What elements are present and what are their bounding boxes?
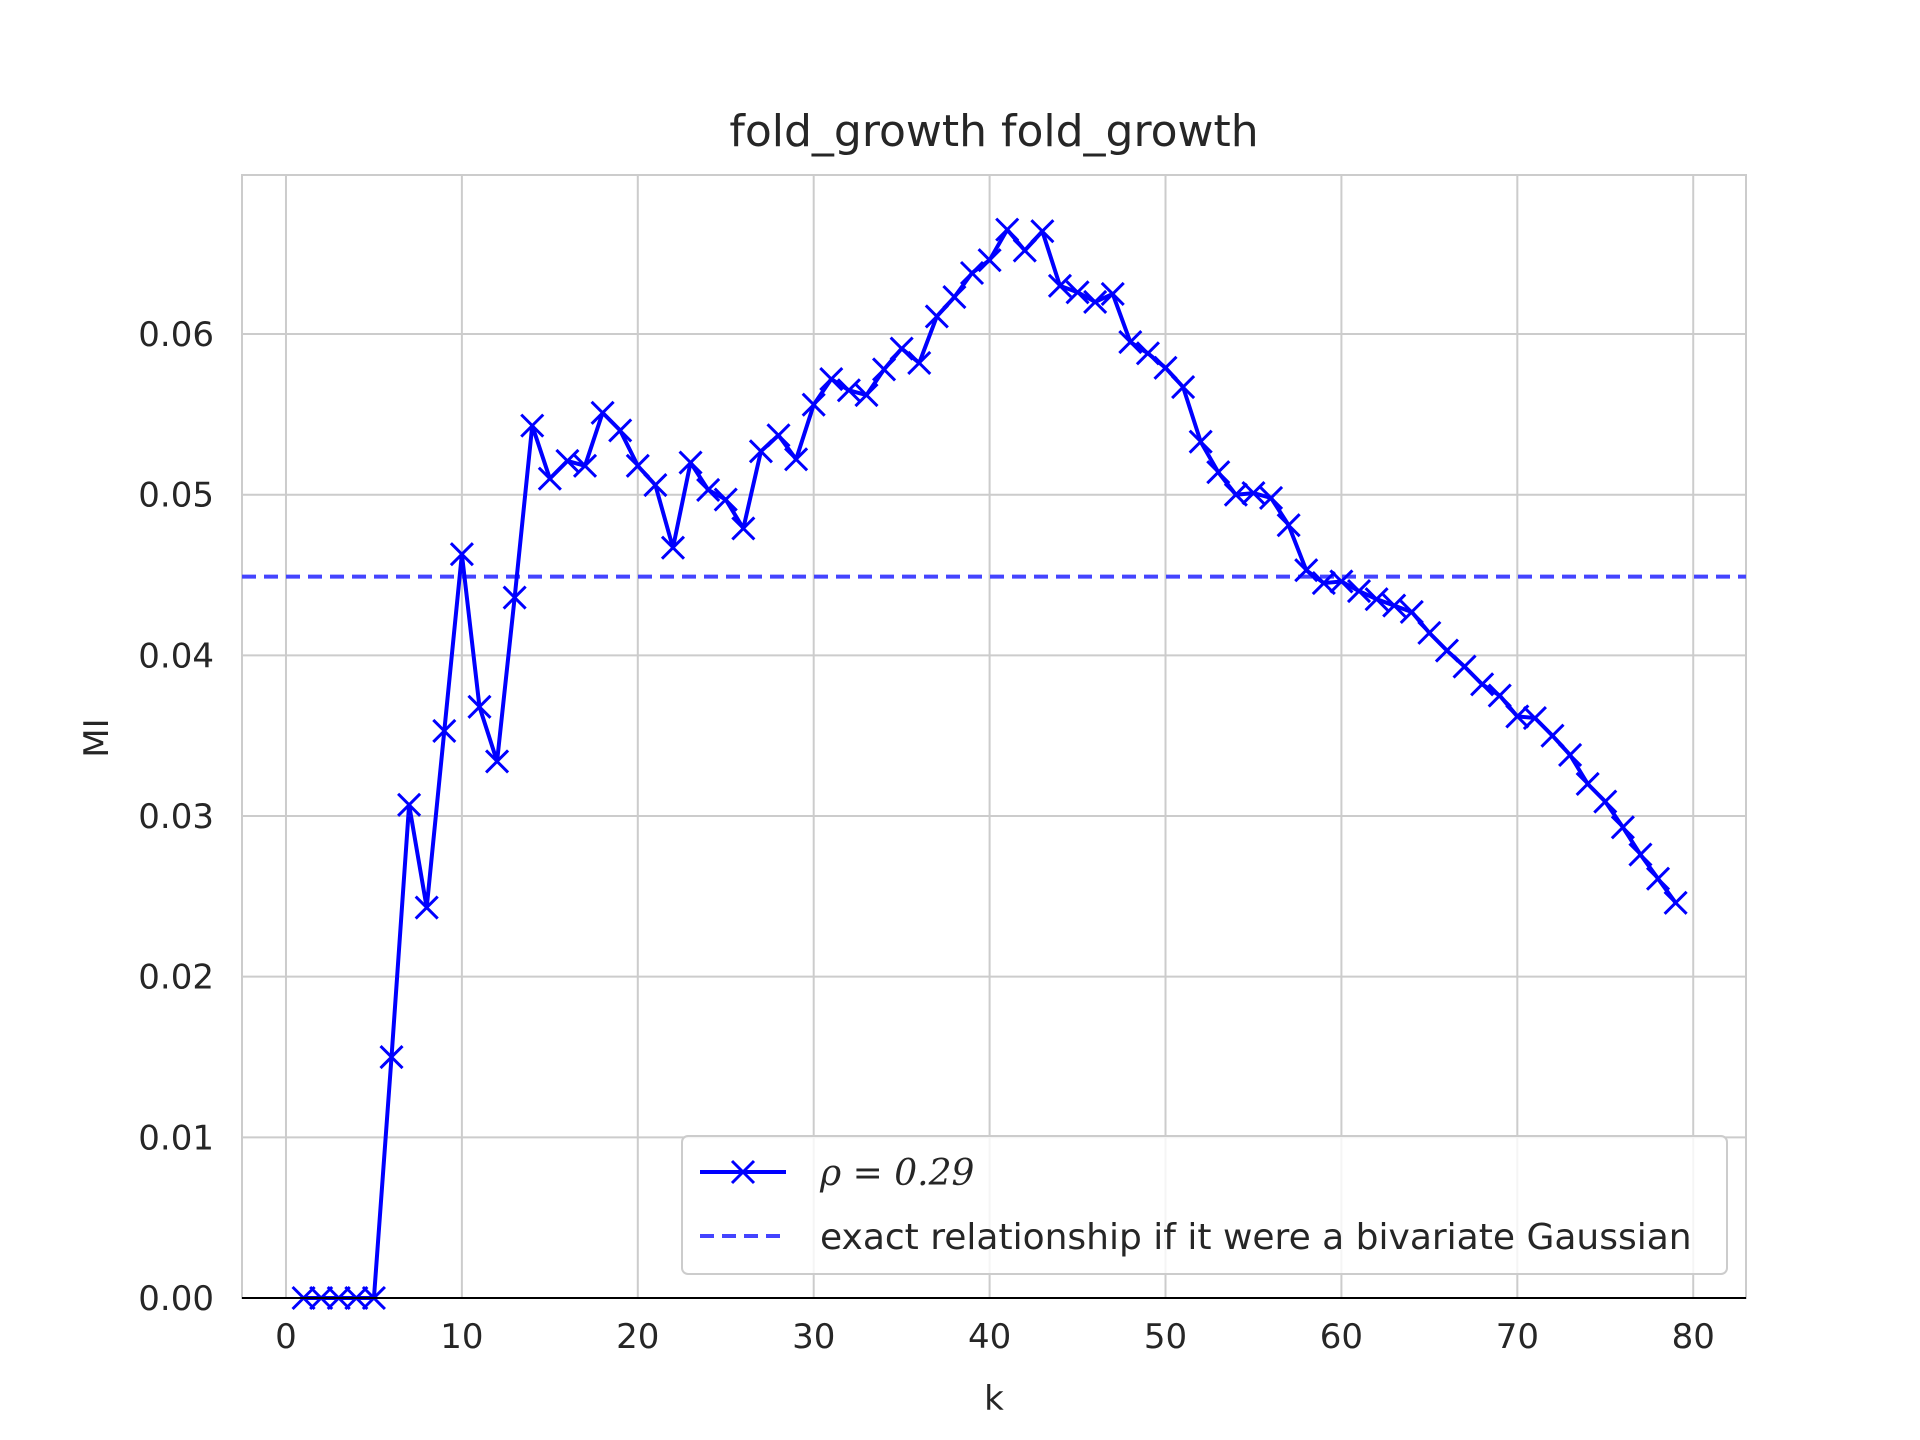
data-point-marker	[1153, 355, 1178, 380]
legend: ρ = 0.29 exact relationship if it were a…	[681, 1135, 1728, 1275]
data-point-marker	[1399, 599, 1424, 625]
data-point-marker	[942, 285, 967, 310]
data-point-marker	[1083, 289, 1108, 314]
data-point-marker	[889, 336, 914, 361]
data-point-marker	[625, 453, 650, 478]
data-point-marker	[713, 487, 738, 512]
data-point-marker	[520, 413, 545, 438]
x-tick-label: 70	[1496, 1317, 1539, 1357]
data-point-marker	[907, 350, 932, 376]
data-point-marker	[414, 895, 439, 920]
data-point-marker	[1628, 842, 1653, 867]
data-point-marker	[1540, 723, 1565, 748]
data-point-marker	[1329, 569, 1354, 594]
data-point-marker	[1030, 219, 1055, 244]
data-point-marker	[379, 1044, 404, 1070]
x-tick-label: 10	[440, 1317, 483, 1357]
chart-title: fold_growth fold_growth	[729, 106, 1258, 157]
data-point-marker	[696, 477, 721, 502]
y-tick-label: 0.03	[138, 797, 214, 837]
data-point-marker	[572, 453, 598, 478]
data-point-marker	[1663, 890, 1688, 915]
data-point-marker	[1206, 460, 1231, 485]
data-point-marker	[1294, 558, 1319, 583]
data-point-marker	[397, 792, 422, 817]
data-point-marker	[819, 366, 844, 392]
data-point-marker	[1346, 579, 1372, 604]
y-tick-label: 0.05	[138, 476, 214, 516]
x-tick-label: 50	[1144, 1317, 1187, 1357]
y-tick-label: 0.00	[138, 1279, 214, 1319]
x-tick-label: 0	[275, 1317, 297, 1357]
data-point-marker	[731, 516, 756, 541]
y-axis-label: MI	[77, 718, 117, 757]
data-point-marker	[1276, 513, 1301, 538]
data-point-marker	[502, 585, 527, 610]
data-point-marker	[432, 718, 457, 743]
data-point-marker	[977, 248, 1002, 273]
data-point-marker	[1258, 485, 1284, 510]
data-point-marker	[836, 378, 861, 403]
x-tick-label: 20	[616, 1317, 659, 1357]
x-tick-label: 40	[968, 1317, 1011, 1357]
data-point-marker	[801, 392, 826, 417]
plot-area	[241, 174, 1747, 1299]
data-point-marker	[608, 418, 633, 443]
data-point-marker	[467, 694, 492, 719]
data-point-marker	[1188, 429, 1213, 454]
data-point-marker	[1047, 273, 1073, 298]
y-tick-label: 0.04	[138, 636, 214, 676]
data-point-marker	[1118, 330, 1143, 355]
data-point-marker	[1645, 866, 1671, 891]
data-point-marker	[1470, 672, 1495, 697]
legend-label-series: ρ = 0.29	[819, 1153, 974, 1194]
data-point-marker	[924, 304, 949, 329]
data-point-marker	[871, 357, 897, 382]
data-point-marker	[660, 535, 686, 560]
data-point-marker	[1100, 281, 1125, 306]
data-point-marker	[1171, 375, 1196, 400]
data-point-marker	[678, 450, 703, 475]
data-point-marker	[449, 542, 474, 567]
x-axis-label: k	[984, 1379, 1004, 1419]
y-tick-label: 0.02	[138, 958, 214, 998]
data-point-marker	[1382, 593, 1407, 618]
x-tick-label: 30	[792, 1317, 835, 1357]
data-point-marker	[854, 383, 879, 408]
data-point-marker	[959, 260, 985, 286]
data-point-marker	[1487, 683, 1512, 708]
data-point-marker	[1012, 238, 1037, 263]
x-tick-label: 80	[1672, 1317, 1715, 1357]
data-point-marker	[1593, 789, 1618, 814]
y-tick-label: 0.01	[138, 1118, 214, 1158]
data-point-marker	[1558, 742, 1583, 768]
legend-marker-x-icon	[730, 1159, 756, 1185]
x-tick-label: 60	[1320, 1317, 1363, 1357]
data-point-marker	[643, 473, 668, 498]
data-point-marker	[784, 447, 809, 472]
tick-labels: 0 10 20 30 40 50 60 70 80 0.00 0.01 0.02 0.03 0.04 0.0…	[138, 315, 1715, 1357]
legend-box	[681, 1135, 1728, 1275]
data-point-marker	[1241, 481, 1266, 506]
data-point-marker	[995, 217, 1020, 242]
data-point-marker	[485, 749, 510, 774]
data-point-marker	[1065, 280, 1090, 305]
data-point-marker	[555, 448, 580, 474]
data-point-marker	[1135, 341, 1160, 366]
legend-label-gaussian: exact relationship if it were a bivariat…	[820, 1217, 1692, 1258]
data-point-marker	[1364, 587, 1389, 612]
data-point-marker	[766, 423, 791, 448]
data-point-marker	[1610, 815, 1635, 840]
series-layer	[291, 217, 1688, 1311]
y-tick-label: 0.06	[138, 315, 214, 355]
